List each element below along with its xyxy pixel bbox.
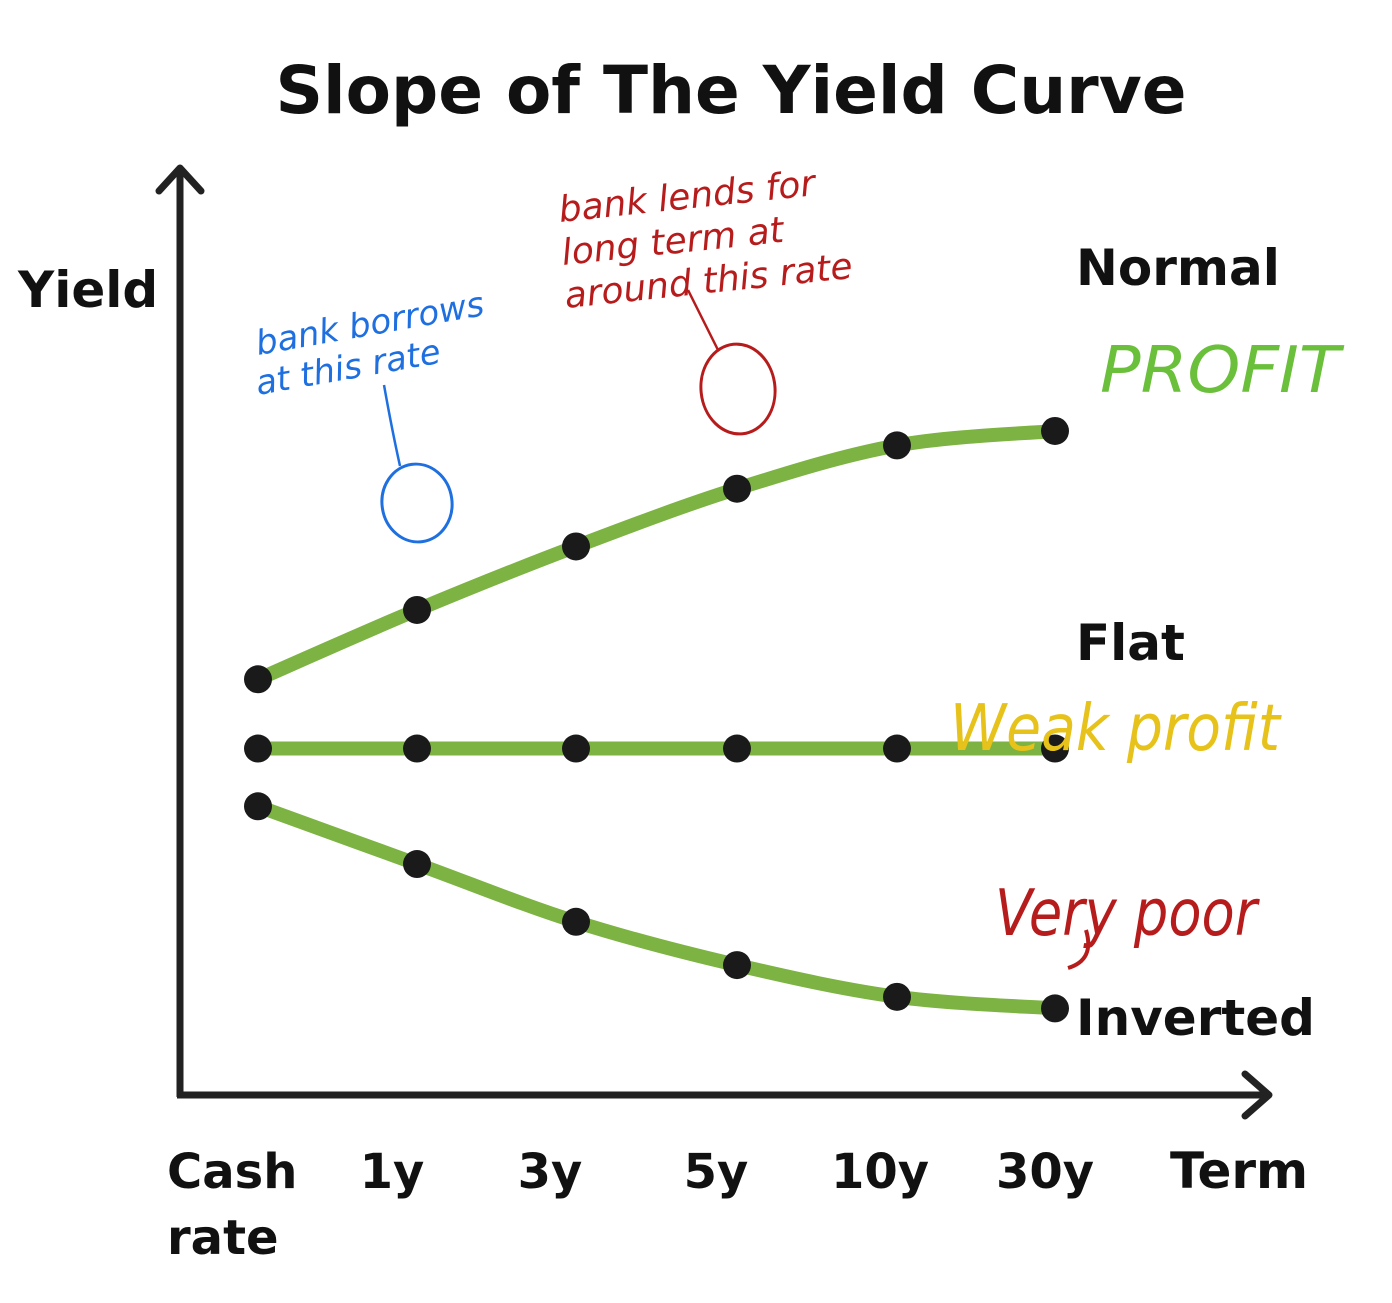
axes	[155, 164, 1273, 1120]
x-tick-labels: Cash rate 1y 3y 5y 10y 30y	[167, 1144, 1094, 1266]
data-point	[1041, 416, 1069, 445]
data-point	[723, 734, 751, 763]
y-axis-arrowhead	[155, 164, 205, 195]
data-point	[562, 734, 590, 763]
x-tick-label: 5y	[684, 1144, 749, 1200]
chart-title: Slope of The Yield Curve	[275, 52, 1186, 129]
highlight-circle-red	[699, 342, 777, 436]
x-tick-label-cash-line1: Cash	[167, 1144, 297, 1200]
data-point	[562, 907, 590, 936]
x-tick-label: 30y	[996, 1144, 1094, 1200]
annotation-bank-lends: bank lends for long term at around this …	[557, 163, 854, 436]
x-axis-label: Term	[1170, 1142, 1308, 1200]
highlight-circle-blue	[380, 462, 454, 544]
y-axis-label: Yield	[17, 261, 158, 319]
series-label-normal: Normal	[1076, 239, 1280, 297]
series-points	[244, 416, 1069, 1023]
x-tick-label: 10y	[831, 1144, 929, 1200]
x-tick-label: 3y	[518, 1144, 583, 1200]
pointer-line-blue	[382, 384, 402, 467]
data-point	[403, 734, 431, 763]
data-point	[244, 734, 272, 763]
data-point	[883, 734, 911, 763]
data-point	[562, 532, 590, 561]
series-label-flat: Flat	[1076, 614, 1185, 672]
data-point	[1041, 994, 1069, 1023]
data-point	[883, 982, 911, 1011]
series-lines	[251, 423, 1062, 1016]
series-line-inverted	[251, 799, 1062, 1016]
data-point	[403, 595, 431, 624]
x-tick-label-cash-line2: rate	[167, 1210, 279, 1266]
note-weak-profit: Weak profit	[950, 692, 1283, 766]
data-point	[883, 431, 911, 460]
data-point	[1041, 734, 1069, 763]
x-axis-arrowhead	[1241, 1070, 1273, 1120]
pointer-line-red	[686, 289, 720, 351]
annotation-bank-borrows: bank borrows at this rate	[253, 284, 487, 544]
data-point	[244, 792, 272, 821]
x-tick-label: 1y	[360, 1144, 425, 1200]
note-very-poor: Very poor	[995, 877, 1260, 951]
data-point	[723, 951, 751, 980]
data-point	[723, 474, 751, 503]
series-label-inverted: Inverted	[1076, 989, 1315, 1047]
series-line-normal	[251, 423, 1062, 687]
data-point	[403, 850, 431, 879]
note-profit: PROFIT	[1100, 334, 1345, 408]
data-point	[244, 665, 272, 694]
note-very-poor-tail	[1067, 929, 1091, 970]
